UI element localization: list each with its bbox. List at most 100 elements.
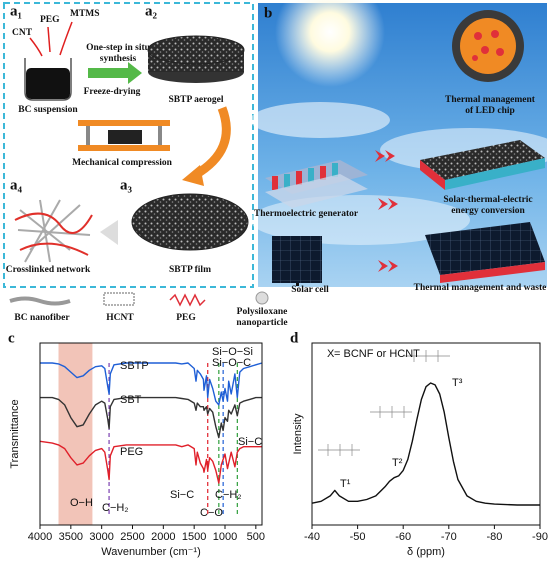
panel-a: a₁ CNT PEG MTMS BC suspension One-step i… [3, 2, 254, 288]
panel-label: c [8, 330, 15, 346]
structure-sketch [318, 350, 450, 456]
decoration [284, 174, 290, 188]
decoration [17, 199, 91, 263]
label: CNT [12, 28, 33, 38]
y-axis-label: Transmittance [9, 399, 21, 468]
label: Solar-thermal-electric energy conversion [443, 195, 532, 216]
decoration [378, 260, 398, 272]
y-axis-label: Intensity [292, 413, 304, 454]
x-tick-label: -70 [441, 531, 457, 543]
x-tick-label: 3000 [89, 531, 113, 543]
plot-frame [311, 342, 541, 526]
solar-device [440, 262, 545, 283]
label-line: Thermal management and waste [414, 283, 547, 293]
ste-device [445, 158, 545, 190]
press [78, 145, 170, 151]
annotation: T³ [452, 377, 463, 389]
legend-swatch [9, 296, 71, 306]
annotation: X [327, 348, 335, 360]
arrow [47, 26, 51, 53]
decoration [370, 406, 412, 418]
press [78, 120, 170, 126]
x-tick-label: -80 [486, 531, 502, 543]
solar-stand [296, 283, 299, 286]
x-tick-label: 4000 [28, 531, 52, 543]
led-dots [472, 30, 504, 61]
decoration [332, 163, 338, 177]
legend-swatch [255, 291, 269, 305]
panel-label: b [264, 5, 272, 21]
teg-legs [272, 163, 338, 190]
solar-cell [272, 236, 322, 283]
panel-label: a₄ [10, 177, 23, 193]
charts: c 4000 3500 3000 2500 2000 1500 1000 500 SBTP SBT P… [8, 330, 548, 557]
x-tick-label: 1000 [213, 531, 237, 543]
legend-label: HCNT [106, 313, 134, 323]
arrow [88, 62, 142, 84]
x-tick-label: 1500 [182, 531, 206, 543]
ste-device [420, 140, 545, 180]
label-line: One-step in situ [86, 43, 151, 53]
label-line: synthesis [100, 54, 137, 64]
label-line: Thermal management [445, 95, 536, 105]
decoration [308, 168, 314, 182]
label-line: Solar-thermal-electric [443, 195, 532, 205]
decoration [481, 46, 489, 54]
plot-frame [39, 342, 263, 526]
cloud [250, 195, 470, 245]
network [14, 212, 93, 256]
label: Solar cell [291, 285, 329, 295]
label: SBTP aerogel [169, 95, 224, 105]
label-line: Polysiloxane [237, 307, 288, 317]
solar-device [425, 222, 545, 275]
ste-device [420, 160, 445, 190]
annotation: Si−C [238, 436, 262, 448]
x-tick-label: -60 [395, 531, 411, 543]
decoration [404, 350, 450, 362]
x-tick-label: -40 [304, 531, 320, 543]
label: MTMS [70, 9, 100, 19]
label: SBTP film [169, 265, 211, 275]
teg [265, 160, 368, 194]
label: Thermoelectric generator [254, 209, 359, 219]
sun [275, 0, 385, 87]
decoration [378, 198, 398, 210]
label: Thermal management and waste [414, 283, 547, 293]
label: BC suspension [18, 105, 78, 115]
label: Freeze-drying [84, 87, 141, 97]
decoration [491, 30, 499, 38]
panel-label: a₂ [145, 3, 158, 19]
press [158, 126, 162, 145]
aerogel-top [147, 35, 245, 65]
label: Mechanical compression [72, 158, 173, 168]
annotation: Si−O−C [212, 357, 251, 369]
x-tick-label: 500 [247, 531, 265, 543]
x-axis-label: Wavenumber (cm⁻¹) [101, 546, 201, 558]
series-line [40, 396, 262, 439]
series-line [311, 382, 540, 506]
series-label: SBT [120, 394, 142, 406]
decoration [496, 48, 504, 56]
label: Thermal management of LED chip [445, 95, 536, 116]
x-tick-label: -90 [532, 531, 548, 543]
arrow [192, 106, 231, 179]
series-line [39, 440, 262, 484]
decoration [296, 171, 302, 185]
cloud [250, 102, 390, 138]
decoration [472, 55, 478, 61]
label: Crosslinked network [6, 265, 91, 275]
label-line: nanoparticle [236, 318, 287, 328]
panel-label: a₁ [10, 3, 22, 19]
annotation: Si−C [170, 489, 194, 501]
panel-b: b Thermal management of LED chip Thermoel… [250, 0, 550, 295]
decoration [318, 444, 360, 456]
annotation: C−H₂ [215, 489, 242, 501]
decoration [474, 32, 482, 40]
arrow [59, 21, 73, 56]
chevrons [375, 150, 398, 272]
legend: BC nanofiber HCNT PEG Polysiloxane nanopa… [9, 291, 288, 328]
teg [265, 174, 368, 208]
legend-swatch [169, 293, 206, 307]
panel-label: d [290, 330, 299, 346]
label: PEG [40, 15, 60, 25]
